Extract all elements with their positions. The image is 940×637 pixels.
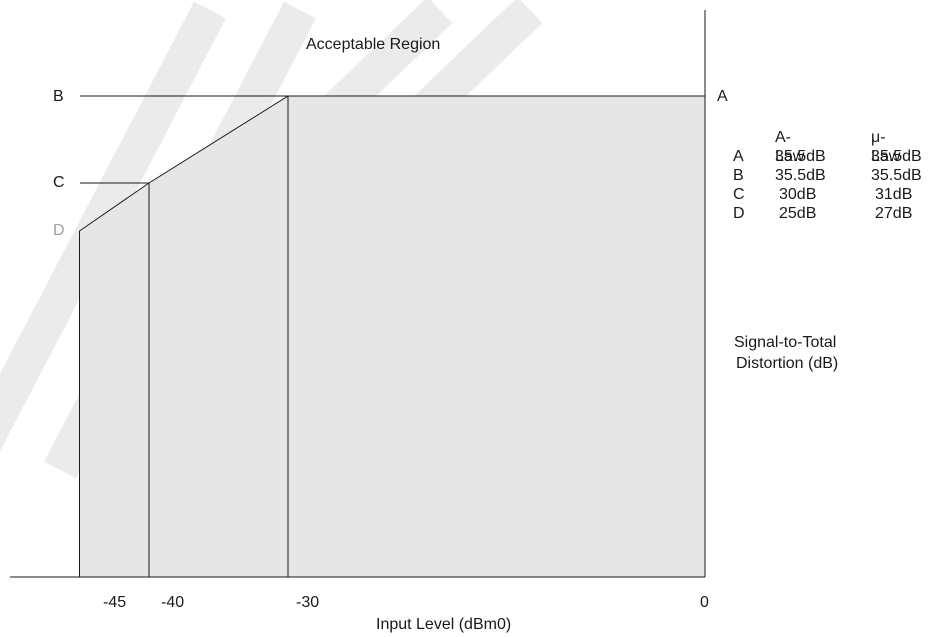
acceptable-region-fill — [79, 96, 705, 577]
x-tick-label: 0 — [700, 594, 709, 611]
table-cell: 25dB — [779, 205, 817, 222]
marker-label-b: B — [53, 88, 64, 105]
table-cell: C — [733, 186, 745, 203]
marker-label-d: D — [53, 222, 65, 239]
table-cell: A — [733, 148, 744, 165]
y-axis-caption-line: Distortion (dB) — [736, 355, 839, 372]
boundary-line — [79, 95, 705, 232]
table-cell: B — [733, 167, 744, 184]
table-cell: 35.5dB — [775, 167, 826, 184]
table-cell: 27dB — [875, 205, 913, 222]
x-tick-label: -40 — [161, 594, 185, 611]
chart-title: Acceptable Region — [306, 36, 441, 53]
y-axis-caption-line: Signal-to-Total — [734, 334, 837, 351]
table-cell: 35.5dB — [871, 167, 922, 184]
vertical-drop-lines — [79, 96, 289, 577]
x-axis-label: Input Level (dBm0) — [376, 616, 512, 633]
x-tick-label: -30 — [296, 594, 320, 611]
marker-label-a: A — [717, 88, 728, 105]
table-cell: D — [733, 205, 745, 222]
table-cell: 31dB — [875, 186, 913, 203]
table-cell: 35.5dB — [775, 148, 826, 165]
x-tick-label: -45 — [103, 594, 127, 611]
table-header-cell: μ-Law — [871, 129, 901, 165]
table-cell: 35.5dB — [871, 148, 922, 165]
marker-label-c: C — [53, 174, 65, 191]
table-cell: 30dB — [779, 186, 817, 203]
table-header-cell: A-Law — [775, 129, 805, 165]
y-axis-caption: Signal-to-Total Distortion (dB) — [734, 332, 838, 374]
